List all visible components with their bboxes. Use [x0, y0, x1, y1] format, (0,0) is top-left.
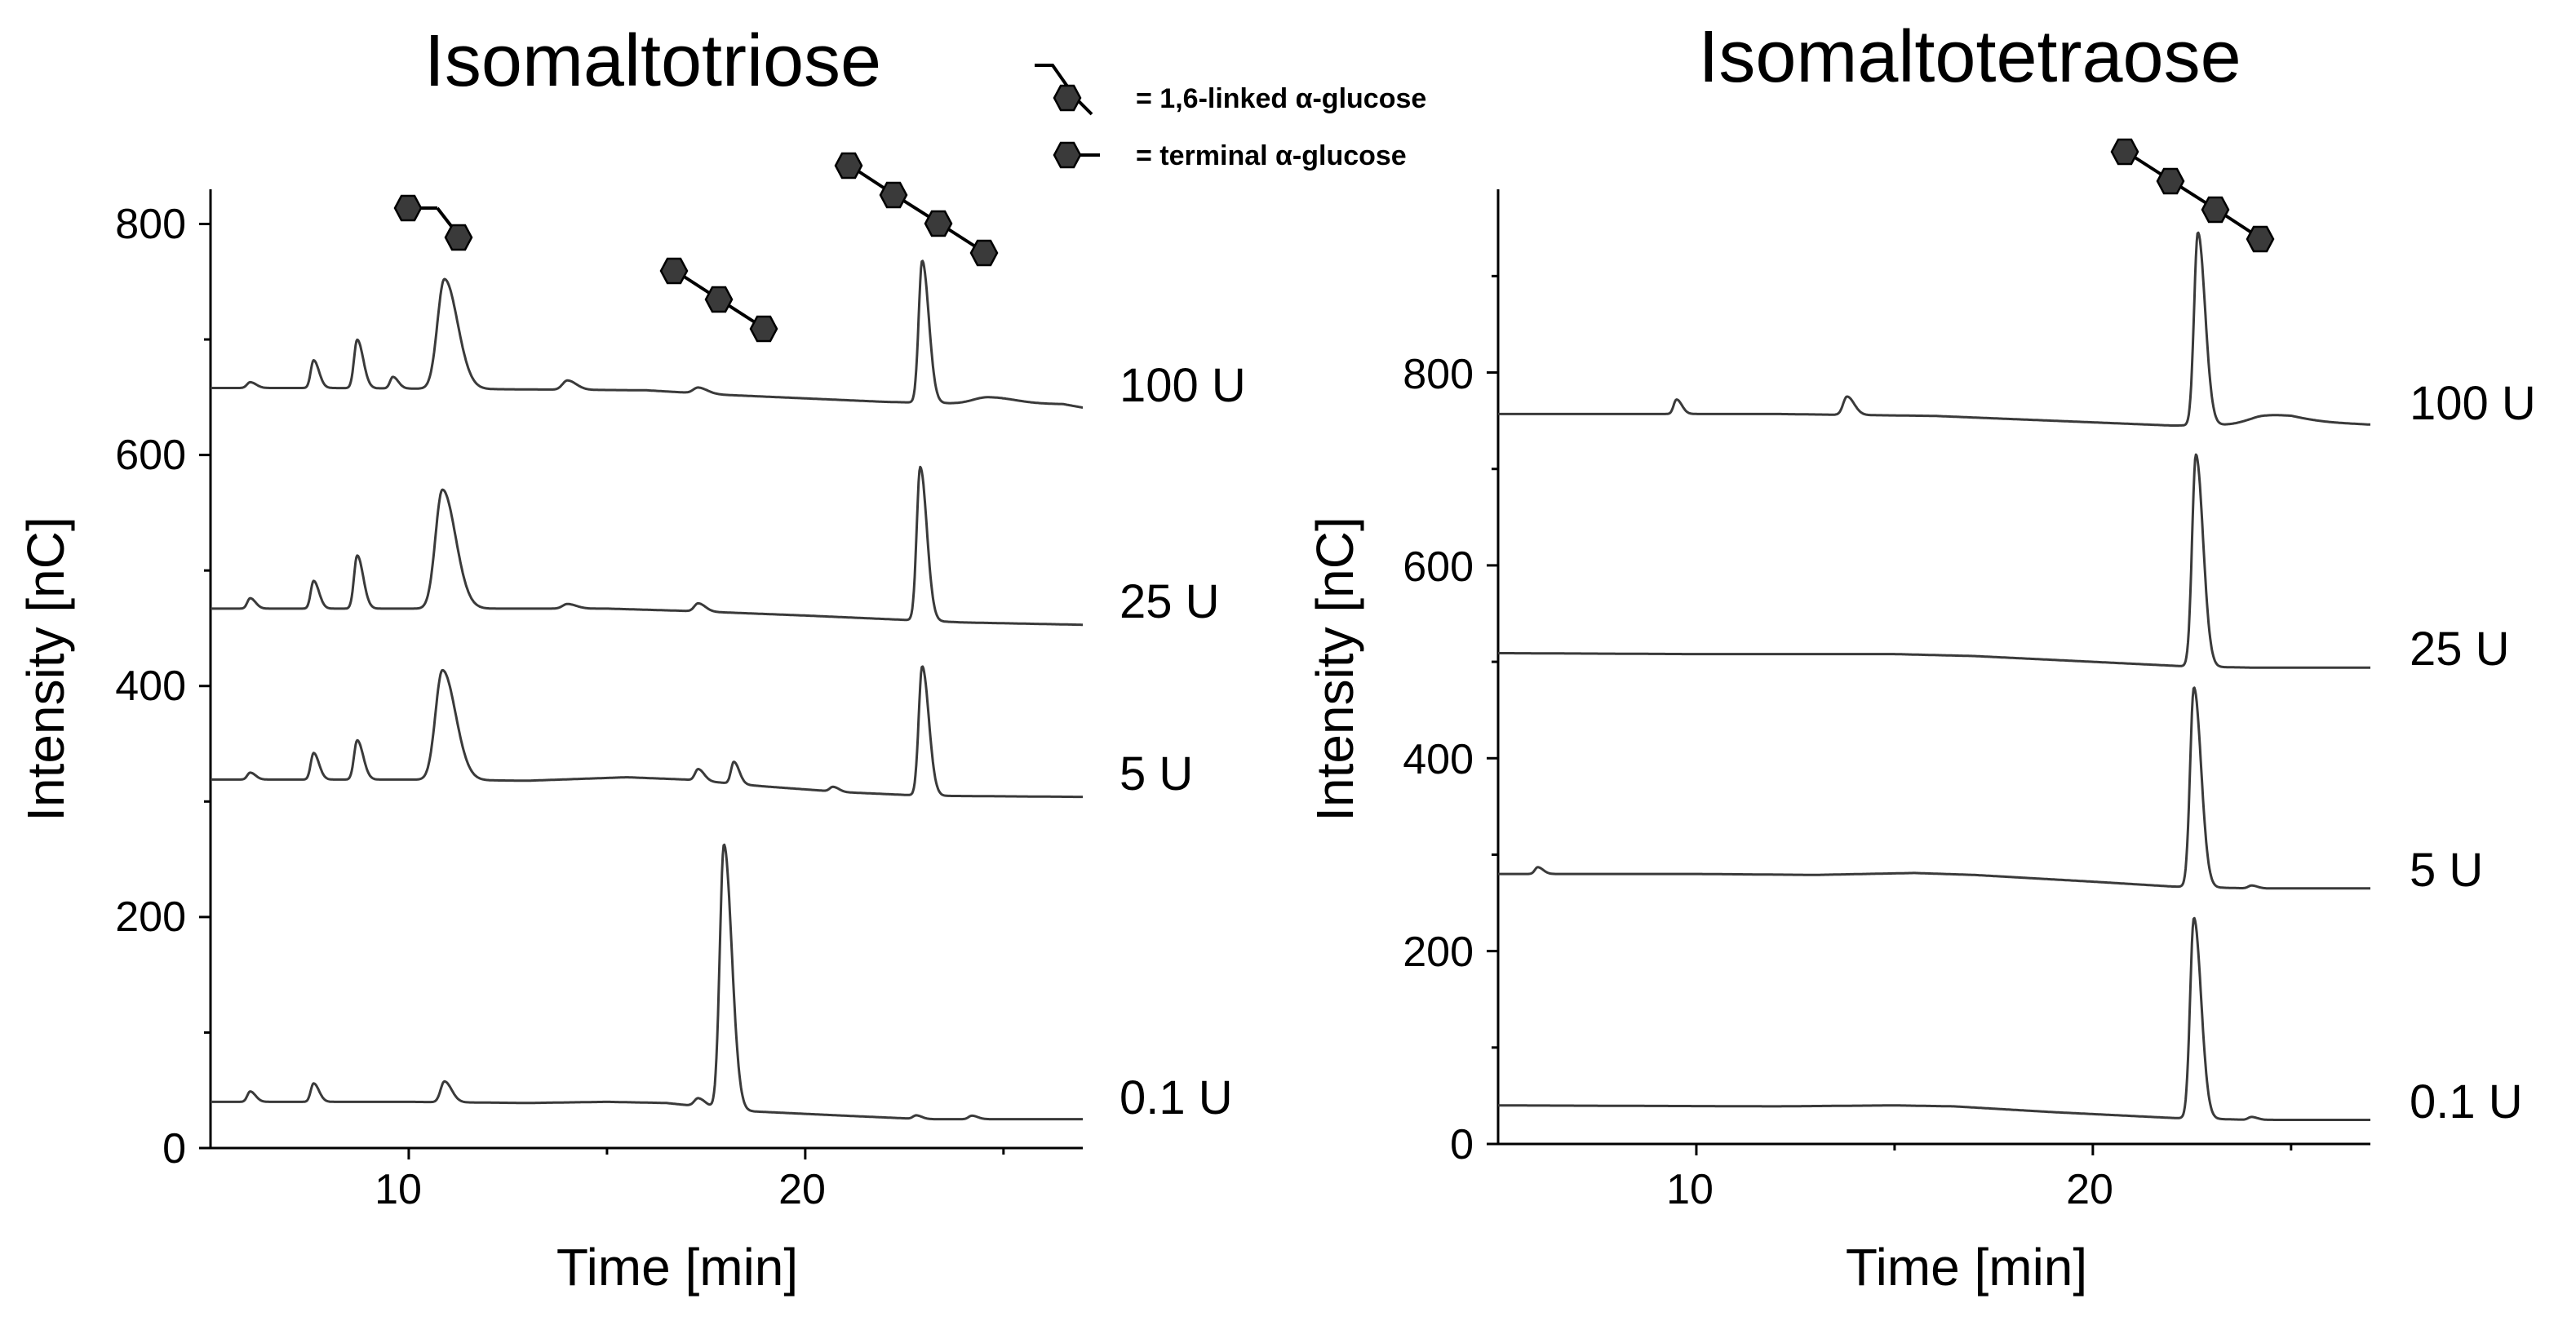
legend: = 1,6-linked α-glucose = terminal α-gluc… [1035, 64, 1426, 171]
y-tick-label: 600 [115, 432, 186, 479]
panel-title: Isomaltotriose [424, 20, 881, 102]
tick-labels: 10 20 0 200 400 600 800 [1403, 351, 2113, 1213]
trace-label-0-1u: 0.1 U [2410, 1075, 2523, 1128]
trace-label-25u: 25 U [2410, 623, 2510, 676]
legend-linked-label: = 1,6-linked α-glucose [1136, 83, 1426, 114]
trace-label-100u: 100 U [2410, 377, 2536, 430]
panel-isomaltotetraose: Isomaltotetraose 10 20 0 200 400 600 800… [1306, 16, 2536, 1297]
isomaltose-structure-icon [393, 194, 473, 251]
trace-5-u-line [210, 665, 1084, 799]
trace-0-1-u-line [210, 843, 1084, 1121]
trace-100-u-line [210, 259, 1084, 409]
x-tick-label: 10 [375, 1166, 422, 1213]
y-tick-label: 800 [1403, 351, 1474, 398]
y-tick-label: 0 [162, 1125, 186, 1173]
trace-label-100u: 100 U [1120, 359, 1246, 412]
panel-title: Isomaltotetraose [1698, 16, 2241, 98]
isomaltotetraose-structure-icon [2110, 138, 2275, 253]
trace-labels: 100 U 25 U 5 U 0.1 U [1120, 359, 1246, 1124]
panel-isomaltotriose: Isomaltotriose 10 20 0 200 400 600 800 T… [16, 20, 1246, 1297]
trace-0-1-u-line [1497, 916, 2371, 1121]
trace-100-u-line [1497, 231, 2371, 427]
trace-label-5u: 5 U [2410, 844, 2483, 897]
terminal-glucose-legend-icon [1053, 141, 1100, 169]
x-axis-title: Time [min] [1846, 1238, 2087, 1297]
y-tick-label: 600 [1403, 543, 1474, 591]
isomaltotriose-structure-icon [659, 257, 778, 343]
y-tick-label: 400 [1403, 736, 1474, 783]
x-tick-label: 10 [1666, 1166, 1714, 1213]
trace-25-u-line [210, 465, 1084, 627]
isomaltotetraose-structure-icon [834, 152, 999, 267]
traces [1497, 231, 2371, 1121]
y-tick-label: 0 [1450, 1121, 1474, 1168]
linked-glucose-legend-icon [1035, 64, 1093, 116]
y-axis-title: Intensity [nC] [16, 516, 75, 822]
x-tick-label: 20 [2066, 1166, 2113, 1213]
trace-25-u-line [1497, 453, 2371, 669]
trace-label-25u: 25 U [1120, 575, 1220, 628]
legend-terminal-label: = terminal α-glucose [1136, 140, 1407, 171]
y-tick-label: 200 [1403, 929, 1474, 976]
y-tick-label: 400 [115, 663, 186, 710]
y-tick-label: 800 [115, 201, 186, 248]
trace-5-u-line [1497, 686, 2371, 890]
tick-marks [1487, 274, 2293, 1155]
trace-label-5u: 5 U [1120, 747, 1193, 800]
x-axis-title: Time [min] [556, 1238, 798, 1297]
trace-label-0-1u: 0.1 U [1120, 1071, 1233, 1124]
y-axis-title: Intensity [nC] [1306, 516, 1364, 822]
trace-labels: 100 U 25 U 5 U 0.1 U [2410, 377, 2536, 1128]
x-tick-label: 20 [778, 1166, 826, 1213]
tick-marks [199, 222, 1005, 1159]
traces [210, 259, 1084, 1121]
tick-labels: 10 20 0 200 400 600 800 [115, 201, 826, 1213]
y-tick-label: 200 [115, 893, 186, 941]
